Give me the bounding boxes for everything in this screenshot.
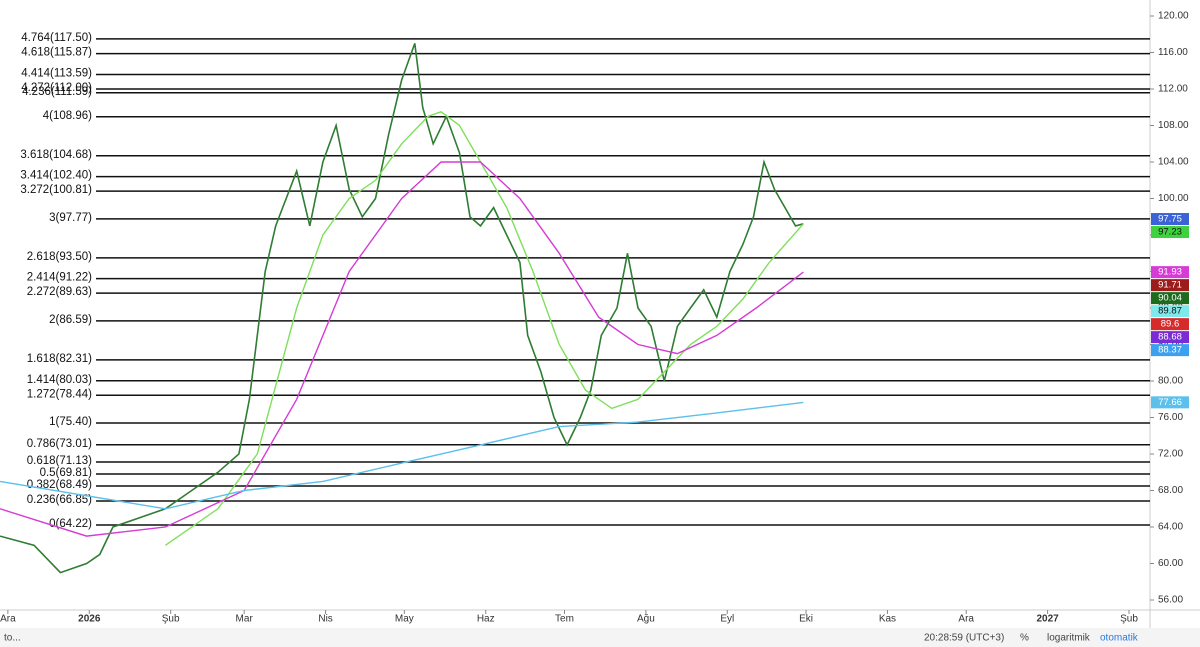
x-tick-label: Kas — [879, 614, 896, 625]
price-badge-label: 88.68 — [1158, 332, 1182, 343]
price-badge — [1151, 305, 1189, 318]
status-bar — [0, 628, 1200, 647]
fib-level-label: 3.618(104.68) — [20, 149, 92, 161]
log-toggle[interactable]: logaritmik — [1047, 633, 1091, 644]
fib-level-label: 0.786(73.01) — [27, 438, 92, 450]
price-badge-label: 77.66 — [1158, 397, 1182, 408]
fib-level-label: 0.618(71.13) — [27, 455, 92, 467]
price-badge — [1151, 292, 1189, 305]
fib-level-label: 4.414(113.59) — [21, 68, 92, 80]
x-tick-label: Şub — [1120, 614, 1138, 625]
fib-level-label: 4.764(117.50) — [21, 32, 92, 44]
fib-level-label: 4.272(112.00) — [21, 82, 92, 94]
y-tick-label: 104.00 — [1158, 157, 1189, 168]
fib-level-label: 4(108.96) — [43, 110, 92, 122]
x-tick-label: Nis — [318, 614, 332, 625]
price-badge-label: 91.71 — [1158, 280, 1182, 291]
fib-level-label: 2(86.59) — [49, 314, 92, 326]
fib-level-label: 0.236(66.85) — [27, 494, 92, 506]
x-tick-label: Tem — [555, 614, 574, 625]
price-badge — [1151, 396, 1189, 409]
y-tick-label: 80.00 — [1158, 376, 1183, 387]
moving-average — [0, 161, 804, 537]
percent-toggle[interactable]: % — [1020, 633, 1029, 644]
fib-level-label: 1.414(80.03) — [27, 374, 92, 386]
y-tick-label: 112.00 — [1158, 84, 1188, 95]
fib-level-label: 4.618(115.87) — [21, 47, 92, 59]
fib-level-label: 2.414(91.22) — [27, 272, 92, 284]
price-badge-label: 90.04 — [1158, 293, 1182, 304]
price-badge — [1151, 266, 1189, 279]
x-tick-label: Haz — [477, 614, 495, 625]
y-tick-label: 56.00 — [1158, 595, 1183, 606]
fib-level-label: 2.618(93.50) — [27, 251, 92, 263]
y-tick-label: 100.00 — [1158, 193, 1189, 204]
price-badge — [1151, 226, 1189, 239]
price-badge-label: 97.75 — [1158, 214, 1182, 225]
price-badge-label: 89.87 — [1158, 306, 1182, 317]
price-badge — [1151, 344, 1189, 357]
fib-level-label: 1(75.40) — [49, 416, 92, 428]
moving-average — [0, 401, 804, 510]
fib-level-label: 3.272(100.81) — [20, 184, 92, 196]
price-badge-label: 89.6 — [1161, 319, 1180, 330]
y-tick-label: 60.00 — [1158, 558, 1183, 569]
fib-level-label: 0.5(69.81) — [40, 467, 93, 479]
price-badge-label: 97.23 — [1158, 227, 1182, 238]
fib-level-label: 1.272(78.44) — [27, 388, 92, 400]
fib-level-label: 4.236(111.59) — [22, 86, 92, 98]
fib-level-label: 1.618(82.31) — [27, 353, 92, 365]
y-tick-label: 64.00 — [1158, 522, 1183, 533]
auto-toggle[interactable]: otomatik — [1100, 633, 1139, 644]
price-badge-label: 91.93 — [1158, 267, 1182, 278]
x-tick-label: Ara — [958, 614, 974, 625]
x-tick-label: May — [395, 614, 414, 625]
status-time[interactable]: 20:28:59 (UTC+3) — [924, 633, 1004, 644]
price-badge-label: 88.37 — [1158, 345, 1182, 356]
price-badge — [1151, 331, 1189, 344]
y-tick-label: 76.00 — [1158, 412, 1183, 423]
fib-level-label: 2.272(89.63) — [27, 286, 92, 298]
y-tick-label: 68.00 — [1158, 485, 1183, 496]
y-tick-label: 108.00 — [1158, 120, 1189, 131]
x-tick-label: Ara — [0, 614, 16, 625]
y-tick-label: 72.00 — [1158, 449, 1183, 460]
x-tick-label: Eyl — [720, 614, 734, 625]
x-tick-label: Eki — [799, 614, 813, 625]
moving-average — [165, 111, 804, 546]
price-badge — [1151, 213, 1189, 226]
x-tick-label: Mar — [236, 614, 254, 625]
x-tick-label: Ağu — [637, 614, 655, 625]
price-badge — [1151, 318, 1189, 331]
price-line — [0, 43, 804, 574]
price-badge — [1151, 279, 1189, 292]
x-tick-label: 2027 — [1036, 614, 1059, 625]
status-left: to... — [4, 633, 21, 644]
y-tick-label: 120.00 — [1158, 11, 1189, 22]
fib-level-label: 0(64.22) — [49, 518, 92, 530]
fib-level-label: 0.382(68.49) — [27, 479, 92, 491]
x-tick-label: 2026 — [78, 614, 101, 625]
y-tick-label: 116.00 — [1158, 47, 1188, 58]
fib-level-label: 3(97.77) — [49, 212, 92, 224]
fib-level-label: 3.414(102.40) — [20, 170, 92, 182]
x-tick-label: Şub — [162, 614, 180, 625]
